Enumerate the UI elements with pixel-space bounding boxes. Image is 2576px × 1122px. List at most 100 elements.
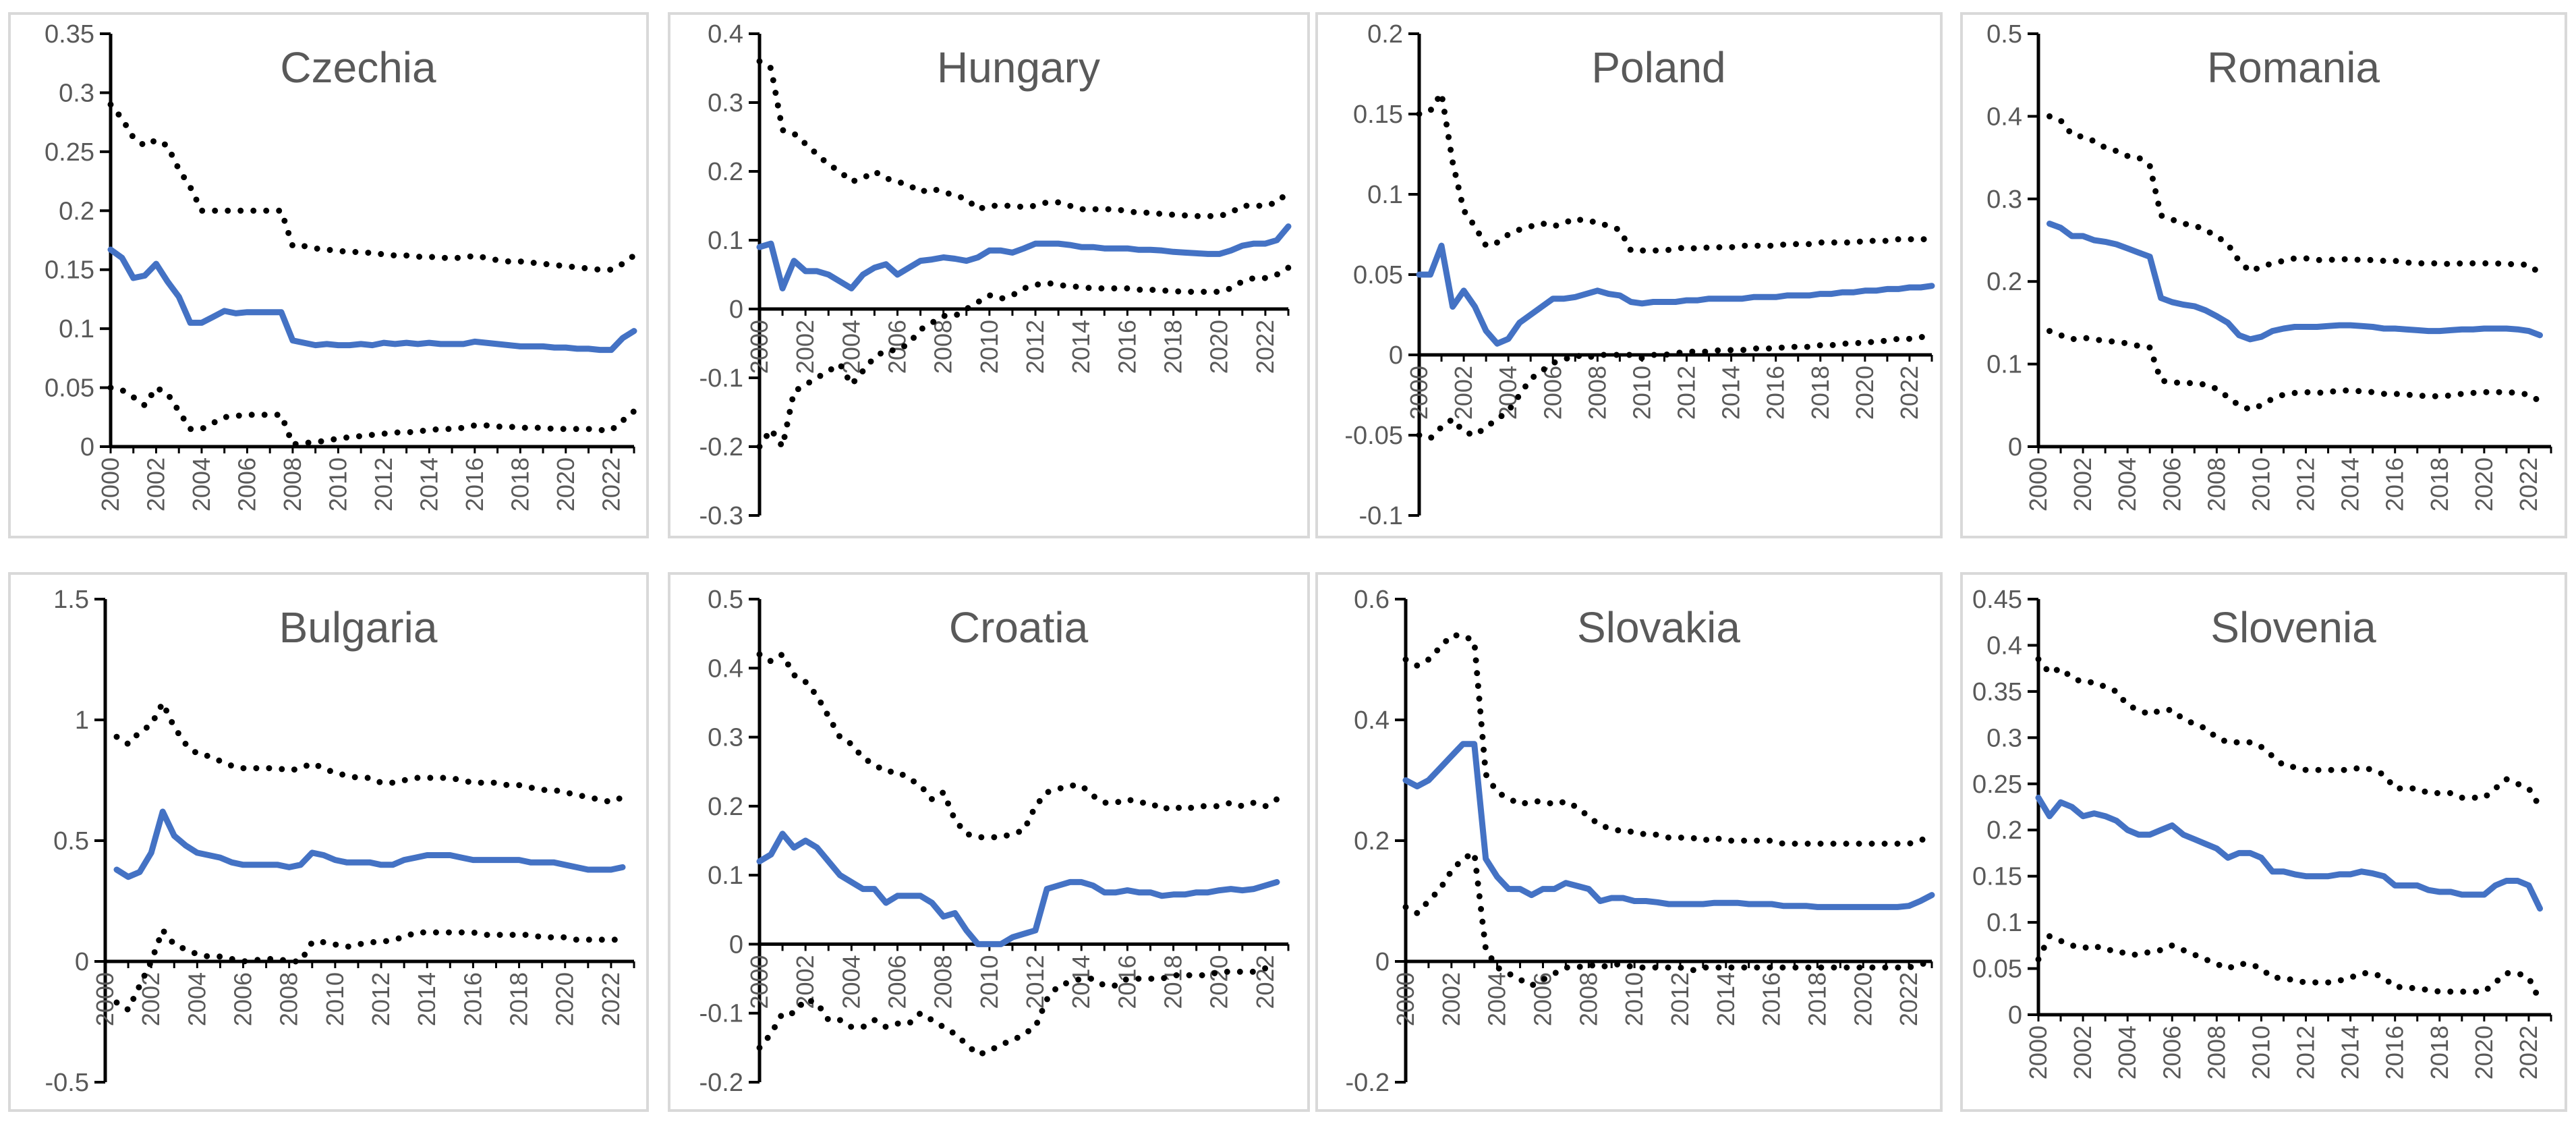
x-tick-label: 2014 bbox=[1712, 972, 1740, 1026]
chart-panel-croatia: -0.2 -0.1 0 0.1 0.2 0.3 0.4 0.5 2000 2002 2004 2006… bbox=[668, 572, 1310, 1112]
series-line-lower-band bbox=[1402, 847, 1935, 989]
x-tick-label: 2016 bbox=[461, 457, 488, 511]
x-tick-label: 2022 bbox=[1251, 955, 1279, 1009]
y-tick-label: 0.1 bbox=[708, 862, 743, 890]
chart-svg: 0 0.05 0.1 0.15 0.2 0.25 0.3 0.35 2000 2002 2004 20… bbox=[45, 20, 637, 511]
x-tick-label: 2010 bbox=[975, 320, 1003, 374]
chart-title: Czechia bbox=[280, 43, 436, 92]
x-tick-label: 2000 bbox=[1392, 972, 1419, 1026]
y-tick-label: -0.05 bbox=[1344, 422, 1403, 450]
y-tick-label: 0.2 bbox=[708, 158, 743, 186]
chart-panel-hungary: -0.3 -0.2 -0.1 0 0.1 0.2 0.3 0.4 2000 2002 2004 200… bbox=[668, 12, 1310, 538]
y-tick-label: 0.3 bbox=[59, 79, 94, 107]
x-tick-label: 2002 bbox=[1450, 366, 1477, 420]
chart-title: Bulgaria bbox=[279, 603, 438, 652]
x-tick-label: 2002 bbox=[1437, 972, 1465, 1026]
y-tick-label: 0.1 bbox=[1367, 181, 1403, 209]
chart-title: Romania bbox=[2207, 43, 2380, 92]
x-tick-label: 2012 bbox=[1673, 366, 1700, 420]
x-tick-label: 2012 bbox=[1021, 320, 1049, 374]
x-tick-label: 2012 bbox=[370, 457, 397, 511]
x-tick-label: 2014 bbox=[415, 457, 442, 511]
y-tick-label: 0.4 bbox=[708, 654, 743, 683]
x-tick-label: 2004 bbox=[2113, 457, 2141, 511]
x-tick-label: 2014 bbox=[1067, 320, 1095, 374]
y-tick-label: 0 bbox=[2008, 1001, 2022, 1030]
x-tick-label: 2008 bbox=[279, 457, 306, 511]
y-tick-label: 0.2 bbox=[1354, 827, 1390, 855]
chart-title: Croatia bbox=[949, 603, 1089, 652]
y-tick-label: -0.2 bbox=[1346, 1069, 1390, 1097]
x-tick-label: 2018 bbox=[1160, 320, 1187, 374]
x-tick-label: 2004 bbox=[1483, 972, 1511, 1026]
x-tick-label: 2006 bbox=[1539, 366, 1566, 420]
x-tick-label: 2000 bbox=[1405, 366, 1433, 420]
x-tick-label: 2000 bbox=[2024, 457, 2052, 511]
x-tick-label: 2012 bbox=[367, 972, 395, 1026]
x-tick-label: 2020 bbox=[2470, 457, 2498, 511]
x-tick-label: 2012 bbox=[1666, 972, 1694, 1026]
series-line-lower-band bbox=[1416, 332, 1935, 442]
x-tick-label: 2006 bbox=[233, 457, 260, 511]
y-tick-label: 0.15 bbox=[1353, 101, 1403, 129]
y-tick-label: -0.1 bbox=[1359, 502, 1403, 530]
chart-title: Poland bbox=[1591, 43, 1725, 92]
x-tick-label: 2022 bbox=[1895, 366, 1923, 420]
x-tick-label: 2000 bbox=[91, 972, 119, 1026]
x-tick-label: 2020 bbox=[1851, 366, 1879, 420]
y-tick-label: 0.5 bbox=[53, 827, 89, 855]
chart-svg: -0.1 -0.05 0 0.05 0.1 0.15 0.2 2000 2002 2004 2006… bbox=[1344, 20, 1935, 530]
y-tick-label: 0.2 bbox=[1367, 20, 1403, 49]
y-tick-label: 0 bbox=[729, 930, 743, 959]
x-tick-label: 2020 bbox=[1205, 320, 1233, 374]
x-tick-label: 2010 bbox=[2247, 1026, 2274, 1079]
y-tick-label: 0.5 bbox=[1986, 20, 2022, 49]
y-tick-label: 0.2 bbox=[1986, 268, 2022, 296]
x-tick-label: 2004 bbox=[2113, 1026, 2141, 1079]
y-tick-label: 0.45 bbox=[1972, 586, 2022, 614]
y-tick-label: 0.1 bbox=[59, 315, 94, 343]
x-tick-label: 2018 bbox=[1806, 366, 1834, 420]
x-tick-label: 2014 bbox=[2337, 457, 2364, 511]
x-tick-label: 2016 bbox=[1758, 972, 1785, 1026]
y-tick-label: 0.25 bbox=[1972, 770, 2022, 799]
x-tick-label: 2012 bbox=[2292, 457, 2320, 511]
chart-panel-slovenia: 0 0.05 0.1 0.15 0.2 0.25 0.3 0.35 0.4 0.45 2000 200… bbox=[1960, 572, 2567, 1112]
y-tick-label: 0.35 bbox=[1972, 678, 2022, 706]
series-line-upper-band bbox=[1402, 632, 1935, 847]
series-line-central bbox=[1416, 242, 1935, 347]
x-tick-label: 2014 bbox=[1067, 955, 1095, 1009]
x-tick-label: 2000 bbox=[745, 320, 773, 374]
chart-panel-poland: -0.1 -0.05 0 0.05 0.1 0.15 0.2 2000 2002 2004 2006… bbox=[1315, 12, 1943, 538]
y-tick-label: 0 bbox=[2008, 433, 2022, 461]
y-tick-label: -0.3 bbox=[699, 502, 743, 530]
y-tick-label: 0.05 bbox=[1972, 955, 2022, 984]
x-tick-label: 2002 bbox=[2069, 457, 2096, 511]
series-line-upper-band bbox=[756, 650, 1280, 841]
series-line-central bbox=[1402, 741, 1935, 910]
x-tick-label: 2008 bbox=[929, 320, 957, 374]
x-tick-label: 2006 bbox=[2158, 1026, 2185, 1079]
y-tick-label: -0.2 bbox=[699, 1069, 743, 1097]
y-tick-label: 0.35 bbox=[45, 20, 94, 49]
x-tick-label: 2004 bbox=[188, 457, 215, 511]
x-tick-label: 2014 bbox=[413, 972, 440, 1026]
series-line-upper-band bbox=[2047, 113, 2543, 277]
x-tick-label: 2018 bbox=[2426, 1026, 2453, 1079]
y-tick-label: 0.6 bbox=[1354, 586, 1390, 614]
y-tick-label: 0.2 bbox=[708, 793, 743, 821]
y-tick-label: 0.1 bbox=[1986, 909, 2022, 937]
x-tick-label: 2002 bbox=[791, 320, 819, 374]
x-tick-label: 2000 bbox=[745, 955, 773, 1009]
y-tick-label: 1 bbox=[75, 706, 89, 735]
y-tick-label: -0.5 bbox=[45, 1069, 89, 1097]
series-line-upper-band bbox=[2035, 656, 2543, 810]
x-tick-label: 2022 bbox=[2515, 457, 2542, 511]
x-tick-label: 2002 bbox=[791, 955, 819, 1009]
series-line-central bbox=[2047, 221, 2543, 343]
y-tick-label: 0.4 bbox=[1986, 103, 2022, 131]
x-tick-label: 2018 bbox=[506, 457, 534, 511]
chart-svg: 0 0.1 0.2 0.3 0.4 0.5 2000 2002 2004 2006 2008 2010… bbox=[1986, 20, 2552, 511]
chart-svg: -0.5 0 0.5 1 1.5 2000 2002 2004 2006 2008 2010 2012… bbox=[45, 586, 635, 1097]
